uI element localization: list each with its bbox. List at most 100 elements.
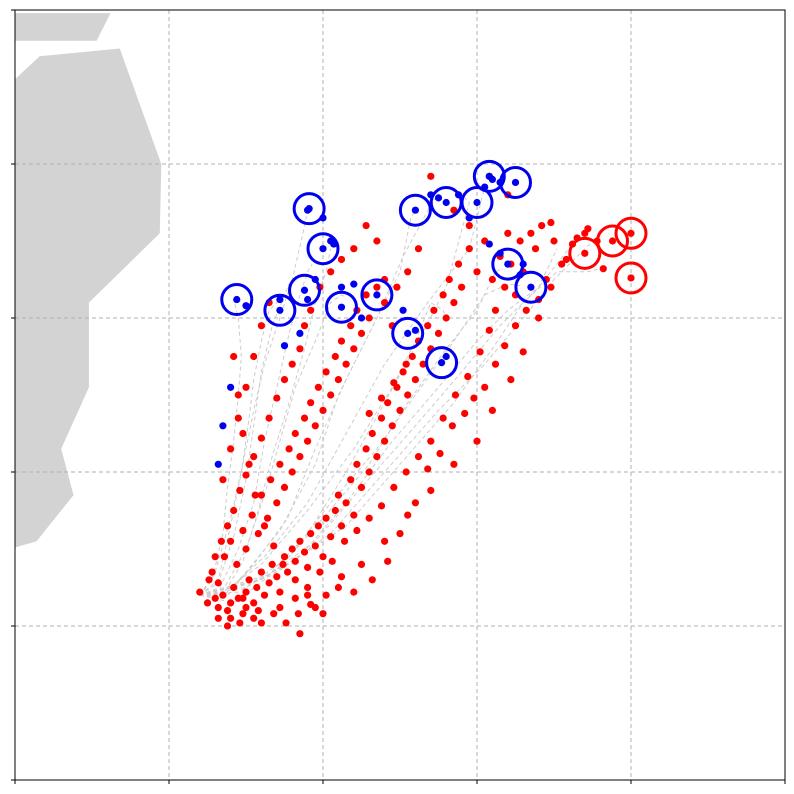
blue-circle-center-point: [527, 283, 535, 291]
red-point: [219, 591, 227, 599]
track-line-14: [199, 248, 558, 596]
red-circle-marker: [614, 261, 648, 295]
track-line-15: [199, 240, 581, 596]
track-line-6: [199, 248, 332, 596]
blue-point: [411, 326, 419, 334]
track-line-10: [199, 299, 281, 596]
red-point: [522, 306, 530, 314]
red-point: [265, 414, 273, 422]
red-point: [242, 471, 250, 479]
red-point: [208, 568, 216, 576]
red-circle-center-point: [627, 274, 635, 282]
red-circle-center-point: [608, 237, 617, 245]
red-point: [273, 499, 281, 507]
red-point: [381, 437, 389, 445]
red-point: [558, 260, 566, 268]
red-point: [516, 237, 524, 245]
red-point: [257, 619, 265, 627]
data-points: [196, 172, 607, 638]
red-point: [547, 283, 555, 291]
red-point: [365, 314, 373, 322]
red-point: [464, 372, 472, 381]
red-point: [535, 314, 543, 322]
red-point: [214, 603, 222, 612]
blue-circle-center-point: [485, 172, 493, 180]
red-point: [270, 610, 278, 618]
red-point: [257, 434, 265, 442]
red-point: [347, 322, 355, 330]
red-point: [347, 476, 355, 484]
blue-circle-marker: [398, 193, 432, 227]
red-point: [362, 445, 370, 453]
red-point: [296, 345, 304, 353]
red-point: [311, 542, 319, 550]
track-line-7: [199, 263, 313, 596]
red-point: [245, 460, 253, 468]
red-point: [253, 583, 261, 592]
red-point: [448, 422, 456, 430]
red-point: [234, 391, 242, 399]
red-point: [427, 486, 435, 495]
red-point: [350, 511, 358, 519]
track-line-13: [199, 301, 447, 596]
red-point: [300, 322, 309, 330]
land-layer: [15, 13, 162, 548]
red-point: [365, 468, 373, 476]
red-point: [488, 406, 496, 414]
red-point: [501, 283, 509, 291]
red-point: [384, 399, 392, 407]
red-point: [314, 522, 322, 530]
blue-point: [219, 422, 227, 430]
blue-circle-marker: [460, 186, 494, 219]
blue-point: [357, 314, 366, 322]
red-point: [504, 229, 512, 237]
red-point: [239, 429, 247, 438]
red-point: [227, 445, 235, 453]
red-point: [337, 522, 346, 530]
blue-point: [227, 383, 235, 391]
red-point: [254, 530, 262, 538]
red-circle-center-point: [581, 249, 589, 257]
blue-circle-center-point: [233, 295, 241, 304]
red-point: [404, 511, 412, 519]
red-point: [584, 225, 592, 233]
red-point: [257, 322, 265, 330]
red-point: [257, 568, 265, 576]
red-point: [519, 348, 527, 356]
red-point: [327, 391, 335, 399]
blue-circle-center-point: [373, 291, 381, 299]
red-point: [377, 394, 386, 402]
red-point: [316, 568, 324, 576]
red-point: [220, 553, 229, 561]
highlight-circles: [220, 159, 648, 380]
red-point: [307, 600, 315, 609]
red-point: [196, 588, 204, 596]
red-point: [304, 563, 312, 572]
red-point: [388, 422, 396, 430]
red-point: [547, 218, 555, 227]
red-point: [233, 560, 241, 569]
red-point: [276, 460, 284, 468]
red-point: [377, 502, 386, 510]
red-point: [260, 522, 269, 530]
red-point: [322, 591, 330, 599]
red-point: [331, 352, 339, 361]
red-point: [304, 437, 312, 445]
red-point: [250, 453, 258, 461]
blue-circle-marker: [220, 283, 254, 317]
blue-circle-center-point: [411, 206, 419, 214]
red-point: [427, 172, 435, 180]
red-point: [473, 437, 481, 445]
red-point: [276, 588, 284, 596]
red-point: [365, 409, 373, 418]
red-point: [291, 557, 299, 565]
blue-circle-center-point: [504, 260, 512, 268]
red-point: [445, 275, 453, 284]
red-point: [396, 530, 404, 538]
track-line-2: [199, 197, 470, 604]
red-point: [427, 437, 435, 445]
red-point: [263, 514, 272, 522]
red-point: [373, 283, 381, 291]
red-point: [334, 583, 342, 592]
red-point: [442, 314, 450, 322]
